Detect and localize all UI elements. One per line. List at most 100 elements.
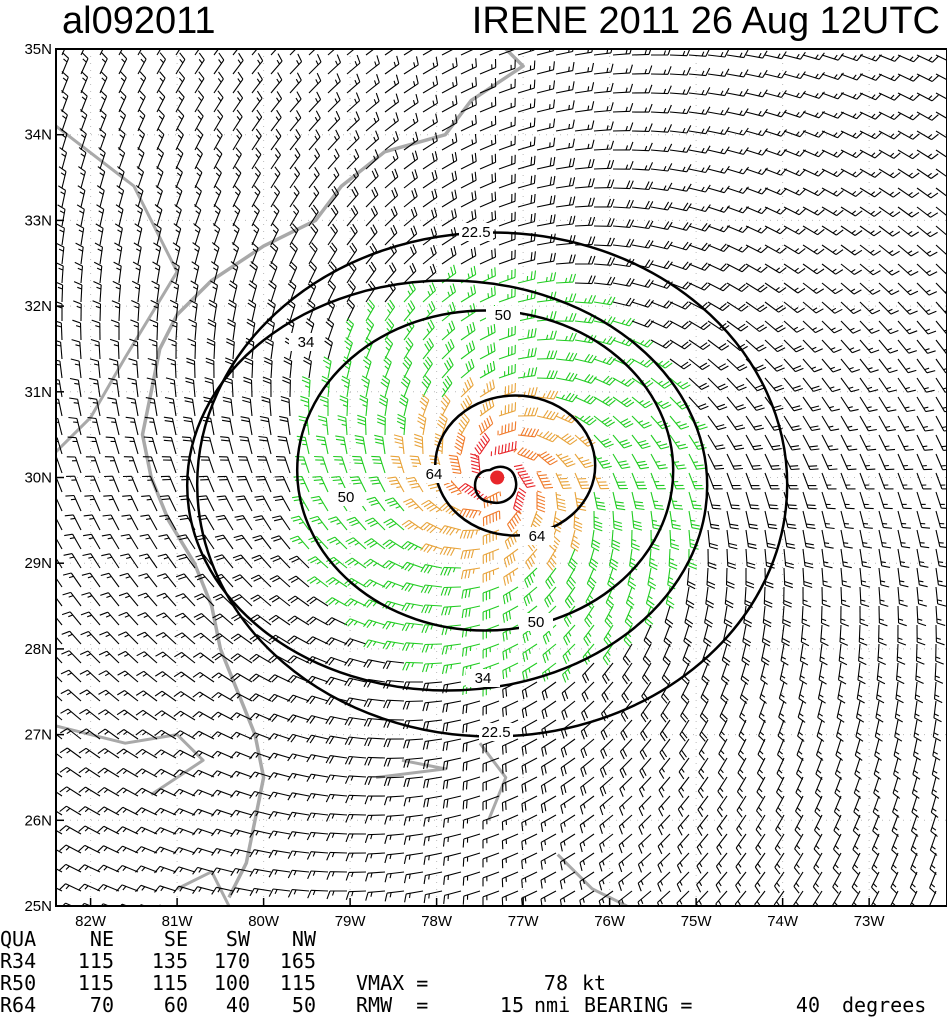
wind-barb: [72, 319, 82, 341]
wind-barb: [69, 397, 82, 417]
wind-barb: [555, 177, 576, 189]
wind-barb: [194, 593, 215, 607]
wind-barb: [482, 605, 500, 621]
wind-barb: [839, 624, 849, 646]
wind-barb: [474, 432, 490, 459]
wind-barb: [228, 280, 238, 303]
wind-barb: [56, 379, 63, 398]
wind-barb: [916, 168, 939, 179]
wind-barb: [821, 548, 833, 569]
wind-barb: [436, 413, 448, 436]
wind-barb: [859, 282, 881, 295]
wind-barb: [916, 415, 934, 432]
wind-barb: [175, 52, 186, 75]
wind-barb: [339, 395, 349, 417]
wind-barb: [593, 179, 615, 189]
wind-barb: [878, 434, 896, 451]
wind-barb: [631, 472, 647, 490]
wind-barb: [840, 586, 850, 608]
wind-barb: [764, 377, 785, 392]
wind-barb: [101, 533, 120, 550]
wind-barb: [761, 624, 771, 647]
wind-barb: [764, 434, 782, 451]
wind-barb: [210, 280, 219, 303]
table-row-label: R50: [0, 971, 36, 995]
lon-tick-label: 75W: [681, 913, 713, 930]
wind-barb: [420, 543, 443, 554]
wind-barb: [198, 475, 215, 493]
wind-barb: [357, 414, 367, 436]
wind-barb: [916, 301, 937, 316]
wind-barb: [227, 318, 236, 341]
wind-barb: [897, 567, 909, 588]
wind-barb: [89, 358, 101, 379]
wind-barb: [422, 151, 438, 170]
wind-barb: [650, 339, 673, 349]
wind-barb: [383, 518, 405, 531]
wind-barb: [726, 548, 737, 570]
wind-barb: [270, 53, 283, 75]
wind-barb: [536, 330, 557, 341]
wind-barb: [461, 586, 481, 599]
wind-barb: [525, 548, 538, 570]
wind-barb: [517, 98, 536, 113]
wind-barb: [802, 320, 824, 334]
contour-label: 64: [529, 528, 546, 545]
wind-barb: [441, 375, 453, 398]
wind-barb: [341, 375, 351, 398]
wind-barb: [821, 301, 843, 314]
wind-barb: [726, 453, 743, 470]
wind-barb: [337, 415, 348, 436]
wind-barb: [118, 49, 123, 56]
wind-barb: [611, 529, 621, 552]
wind-barb: [878, 168, 901, 179]
wind-barb: [308, 129, 321, 151]
wind-barb: [216, 495, 234, 512]
table-cell: 135: [152, 949, 188, 973]
wind-barb: [175, 147, 184, 170]
wind-barb: [916, 320, 937, 335]
wind-barb: [726, 529, 738, 550]
wind-barb: [81, 572, 101, 588]
wind-barb: [726, 434, 745, 451]
wind-barb: [878, 244, 900, 257]
wind-barb: [58, 166, 67, 189]
wind-barb: [95, 223, 104, 246]
wind-barb: [764, 244, 787, 254]
lat-lon-grid: [56, 49, 947, 906]
wind-barb: [536, 272, 557, 284]
wind-barb: [935, 510, 947, 529]
wind-barb: [422, 207, 438, 227]
wind-barb: [127, 377, 139, 398]
wind-barb: [441, 133, 458, 151]
wind-barb: [878, 73, 901, 82]
wind-barb: [593, 415, 615, 427]
wind-barb: [631, 103, 653, 113]
wind-barb: [289, 147, 301, 170]
wind-barb: [234, 515, 253, 531]
wind-barb: [859, 415, 877, 432]
wind-barb: [801, 605, 811, 627]
wind-barb: [306, 299, 316, 322]
wind-barb: [61, 49, 66, 56]
wind-barb: [60, 109, 68, 132]
contour-label: 50: [528, 614, 545, 631]
wind-barb: [840, 301, 862, 315]
wind-barb: [308, 110, 321, 132]
wind-barb: [214, 554, 234, 569]
wind-barb: [210, 261, 219, 284]
wind-barb: [232, 147, 242, 170]
wind-barb: [878, 586, 889, 607]
wind-barb: [422, 113, 438, 132]
wind-barb: [186, 357, 196, 379]
wind-barb: [308, 204, 319, 227]
wind-barb: [688, 377, 710, 390]
wind-barb: [688, 87, 711, 96]
wind-barb: [638, 910, 651, 929]
wind-barb: [935, 586, 947, 607]
wind-barb: [460, 567, 481, 580]
wind-barb: [171, 261, 180, 284]
wind-barb: [396, 413, 406, 436]
wind-barb: [231, 242, 240, 265]
wind-barb: [878, 263, 900, 276]
